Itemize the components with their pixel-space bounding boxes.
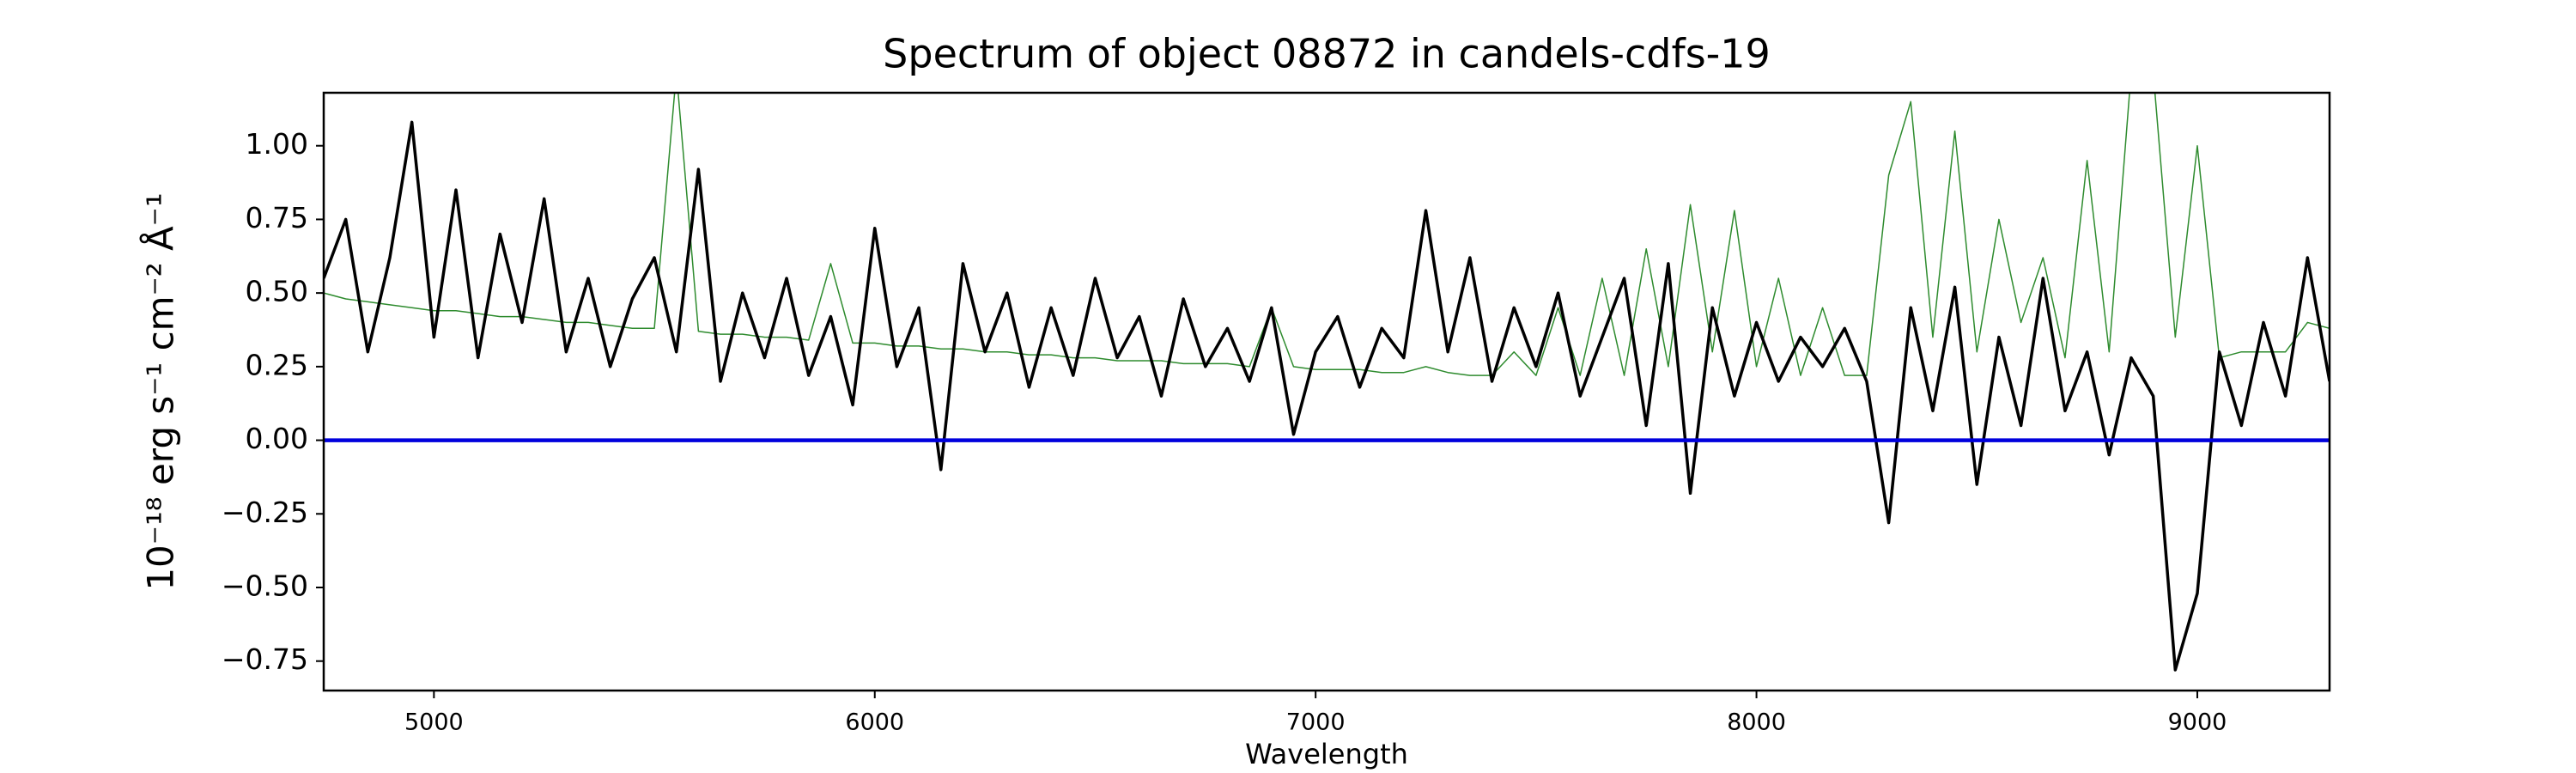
x-tick-label: 7000 (1286, 709, 1346, 736)
y-tick-label: −0.50 (222, 569, 308, 603)
spectrum-line (324, 93, 2330, 376)
y-tick-label: −0.75 (222, 642, 308, 676)
x-axis-label: Wavelength (1245, 738, 1408, 770)
y-tick-label: 0.25 (246, 348, 308, 381)
chart-title: Spectrum of object 08872 in candels-cdfs… (883, 31, 1771, 77)
spectrum-line (324, 120, 2330, 672)
y-tick-label: 0.75 (246, 201, 308, 234)
x-tick-label: 6000 (845, 709, 904, 736)
y-tick-label: 1.00 (246, 127, 308, 161)
x-tick-label: 8000 (1727, 709, 1786, 736)
plot-area (324, 93, 2330, 672)
x-tick-label: 5000 (404, 709, 464, 736)
y-tick-label: −0.25 (222, 496, 308, 529)
y-tick-label: 0.50 (246, 275, 308, 308)
axes-frame (322, 91, 2331, 692)
x-tick-label: 9000 (2168, 709, 2227, 736)
y-axis-label: 10⁻¹⁸ erg s⁻¹ cm⁻² Å⁻¹ (139, 192, 182, 590)
y-tick-label: 0.00 (246, 422, 308, 455)
